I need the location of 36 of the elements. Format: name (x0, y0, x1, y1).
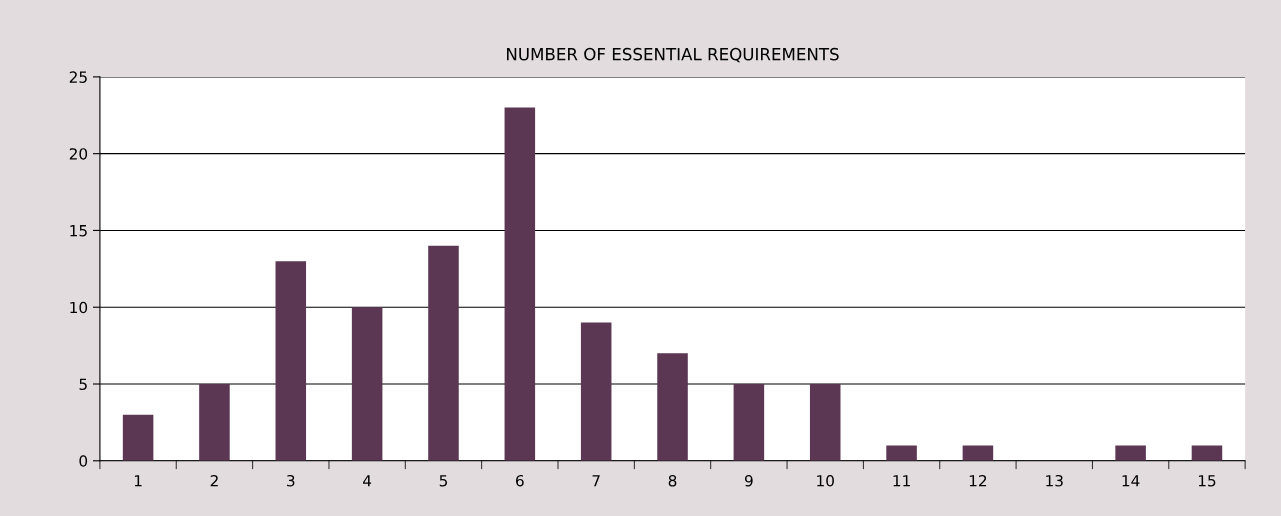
y-tick-label: 15 (70, 225, 87, 237)
x-tick-label: 1 (134, 475, 142, 487)
x-tick-label: 9 (744, 474, 753, 487)
x-tick-label: 6 (516, 474, 524, 487)
bar (122, 414, 154, 461)
x-tick-label: 12 (969, 474, 987, 487)
bar (809, 384, 841, 461)
x-tick-label: 14 (1122, 475, 1140, 487)
chart-title: NUMBER OF ESSENTIAL REQUIREMENTS (507, 47, 839, 63)
x-tick-label: 2 (210, 474, 218, 487)
bar (199, 384, 230, 461)
x-tick-label: 7 (592, 475, 600, 487)
bar (962, 445, 994, 461)
x-tick-label: 13 (1046, 474, 1063, 487)
x-tick-label: 8 (668, 474, 677, 487)
x-tick-label: 3 (287, 474, 295, 487)
bar (657, 353, 688, 461)
bar (1191, 445, 1223, 461)
bar (1115, 445, 1146, 461)
y-tick-label: 0 (79, 455, 88, 467)
bar (504, 107, 536, 461)
bar (733, 384, 765, 461)
y-tick-label: 25 (69, 71, 87, 83)
bar (351, 307, 383, 461)
x-tick-label: 5 (439, 475, 448, 487)
y-tick-label: 10 (70, 301, 88, 314)
bar (428, 245, 459, 461)
bar (580, 322, 612, 461)
bar (886, 445, 917, 461)
bar (275, 261, 307, 461)
y-tick-label: 5 (79, 378, 87, 391)
x-tick-label: 4 (363, 475, 372, 487)
x-tick-label: 10 (817, 474, 834, 487)
x-tick-label: 11 (893, 475, 910, 487)
x-tick-label: 15 (1198, 475, 1216, 487)
y-tick-label: 20 (69, 148, 88, 160)
